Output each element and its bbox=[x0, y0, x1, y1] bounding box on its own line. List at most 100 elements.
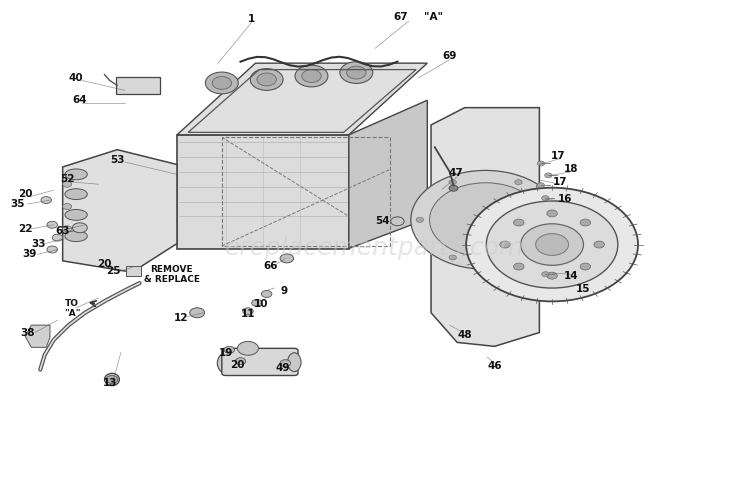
Circle shape bbox=[72, 223, 87, 233]
Circle shape bbox=[340, 62, 373, 83]
Circle shape bbox=[547, 210, 557, 217]
Text: 69: 69 bbox=[442, 51, 457, 61]
Circle shape bbox=[466, 188, 638, 301]
Circle shape bbox=[520, 224, 584, 265]
Text: 16: 16 bbox=[558, 194, 573, 204]
Ellipse shape bbox=[104, 373, 119, 386]
Circle shape bbox=[514, 255, 522, 260]
Circle shape bbox=[295, 65, 328, 87]
Text: TO
"A": TO "A" bbox=[64, 299, 80, 319]
Circle shape bbox=[41, 197, 52, 204]
Circle shape bbox=[391, 217, 404, 226]
Text: 19: 19 bbox=[218, 348, 232, 358]
Circle shape bbox=[346, 66, 366, 79]
Circle shape bbox=[257, 73, 276, 86]
Text: 11: 11 bbox=[241, 309, 255, 319]
Polygon shape bbox=[431, 108, 539, 346]
Circle shape bbox=[416, 217, 424, 222]
Circle shape bbox=[63, 226, 72, 232]
Text: 20: 20 bbox=[18, 189, 32, 199]
Text: 49: 49 bbox=[275, 363, 290, 373]
Text: 12: 12 bbox=[173, 313, 188, 323]
Circle shape bbox=[449, 255, 457, 260]
Circle shape bbox=[252, 299, 262, 306]
Text: 18: 18 bbox=[563, 165, 578, 174]
Circle shape bbox=[544, 173, 552, 178]
Circle shape bbox=[542, 272, 549, 277]
Ellipse shape bbox=[287, 353, 301, 372]
Circle shape bbox=[53, 234, 63, 241]
Circle shape bbox=[547, 272, 557, 279]
Text: 17: 17 bbox=[550, 151, 566, 161]
Circle shape bbox=[548, 217, 555, 222]
Text: 39: 39 bbox=[22, 249, 37, 259]
Text: 64: 64 bbox=[73, 95, 87, 105]
Text: 66: 66 bbox=[263, 261, 278, 271]
Circle shape bbox=[190, 308, 205, 318]
Text: 20: 20 bbox=[98, 259, 112, 269]
Text: ereplacementparts.com: ereplacementparts.com bbox=[225, 237, 525, 260]
Text: 10: 10 bbox=[254, 299, 268, 309]
Circle shape bbox=[594, 241, 604, 248]
Circle shape bbox=[411, 170, 560, 269]
Polygon shape bbox=[177, 135, 349, 248]
Text: 13: 13 bbox=[103, 378, 117, 388]
Text: 52: 52 bbox=[60, 174, 74, 184]
Text: 48: 48 bbox=[458, 330, 472, 340]
Circle shape bbox=[47, 246, 58, 253]
Text: "A": "A" bbox=[424, 12, 442, 22]
Text: 67: 67 bbox=[394, 12, 409, 22]
Circle shape bbox=[449, 180, 457, 185]
FancyBboxPatch shape bbox=[116, 77, 160, 94]
FancyBboxPatch shape bbox=[126, 266, 141, 276]
Text: 54: 54 bbox=[375, 216, 390, 226]
Circle shape bbox=[580, 263, 590, 270]
Circle shape bbox=[251, 69, 283, 90]
Text: 47: 47 bbox=[448, 168, 463, 178]
Polygon shape bbox=[349, 100, 427, 248]
Circle shape bbox=[63, 204, 72, 209]
FancyBboxPatch shape bbox=[222, 348, 298, 376]
Text: 38: 38 bbox=[20, 328, 34, 337]
Circle shape bbox=[280, 360, 290, 367]
Circle shape bbox=[224, 346, 235, 353]
Circle shape bbox=[302, 70, 321, 83]
Circle shape bbox=[236, 358, 246, 365]
Circle shape bbox=[106, 376, 118, 383]
Text: 25: 25 bbox=[106, 266, 121, 276]
Circle shape bbox=[537, 183, 544, 188]
Circle shape bbox=[514, 263, 524, 270]
Text: 1: 1 bbox=[248, 14, 255, 24]
Circle shape bbox=[430, 183, 542, 257]
Text: 53: 53 bbox=[110, 155, 125, 165]
Circle shape bbox=[206, 72, 238, 94]
Circle shape bbox=[542, 196, 549, 201]
Text: 35: 35 bbox=[10, 199, 25, 209]
Text: 15: 15 bbox=[575, 284, 590, 294]
Circle shape bbox=[238, 341, 259, 355]
Circle shape bbox=[212, 77, 232, 89]
Circle shape bbox=[486, 201, 618, 288]
Text: 20: 20 bbox=[230, 360, 244, 370]
Circle shape bbox=[280, 254, 293, 263]
Circle shape bbox=[537, 161, 544, 166]
Circle shape bbox=[500, 241, 510, 248]
Ellipse shape bbox=[65, 169, 87, 180]
Circle shape bbox=[47, 221, 58, 228]
Text: 22: 22 bbox=[18, 224, 32, 234]
Circle shape bbox=[580, 219, 590, 226]
Text: 40: 40 bbox=[69, 73, 83, 83]
Circle shape bbox=[514, 180, 522, 185]
Text: 63: 63 bbox=[56, 226, 70, 236]
Circle shape bbox=[514, 219, 524, 226]
Text: 46: 46 bbox=[488, 361, 502, 371]
Text: 9: 9 bbox=[280, 285, 287, 296]
Polygon shape bbox=[177, 63, 428, 135]
Ellipse shape bbox=[65, 189, 87, 200]
Text: 14: 14 bbox=[563, 271, 578, 281]
Circle shape bbox=[243, 308, 254, 315]
Ellipse shape bbox=[65, 209, 87, 220]
Polygon shape bbox=[26, 325, 50, 347]
Circle shape bbox=[63, 181, 72, 187]
Circle shape bbox=[449, 185, 458, 191]
